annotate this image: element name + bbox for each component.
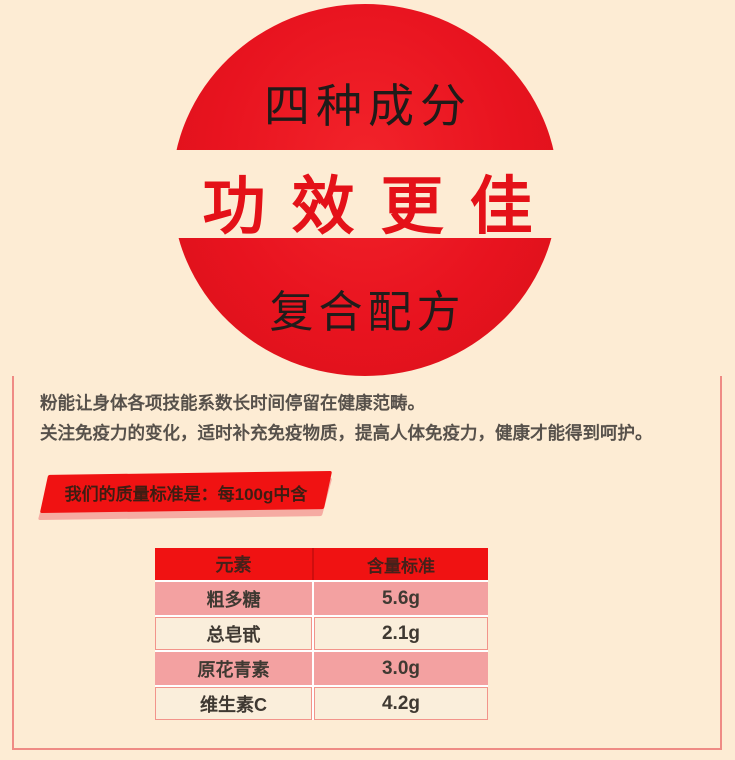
hero-cutout-band <box>0 150 735 238</box>
ribbon-label: 我们的质量标准是：每100g中含 <box>64 484 308 504</box>
table-cell-value: 4.2g <box>314 687 488 720</box>
table-cell-value: 2.1g <box>314 617 488 650</box>
table-cell-element: 原花青素 <box>155 652 312 685</box>
content-panel: 粉能让身体各项技能系数长时间停留在健康范畴。 关注免疫力的变化，适时补充免疫物质… <box>12 376 722 750</box>
hero-top-label: 四种成分 <box>264 80 472 132</box>
quality-table: 元素 含量标准 粗多糖 5.6g 总皂甙 2.1g 原花青素 3.0g 维生素C… <box>155 548 488 720</box>
intro-line-1: 粉能让身体各项技能系数长时间停留在健康范畴。 <box>40 393 425 413</box>
table-row: 原花青素 3.0g <box>155 652 488 685</box>
table-cell-value: 5.6g <box>314 582 488 615</box>
table-row: 粗多糖 5.6g <box>155 582 488 615</box>
table-header-standard: 含量标准 <box>312 548 488 580</box>
table-header-row: 元素 含量标准 <box>155 548 488 580</box>
table-row: 总皂甙 2.1g <box>155 617 488 650</box>
hero-bottom-label: 复合配方 <box>269 288 466 337</box>
table-cell-value: 3.0g <box>314 652 488 685</box>
table-row: 维生素C 4.2g <box>155 687 488 720</box>
table-cell-element: 总皂甙 <box>155 617 312 650</box>
table-cell-element: 粗多糖 <box>155 582 312 615</box>
intro-line-2: 关注免疫力的变化，适时补充免疫物质，提高人体免疫力，健康才能得到呵护。 <box>40 423 653 443</box>
table-cell-element: 维生素C <box>155 687 312 720</box>
table-header-element: 元素 <box>155 548 312 580</box>
hero-main-label: 功效更佳 <box>202 172 559 242</box>
quality-standard-ribbon: 我们的质量标准是：每100g中含 <box>37 470 333 521</box>
